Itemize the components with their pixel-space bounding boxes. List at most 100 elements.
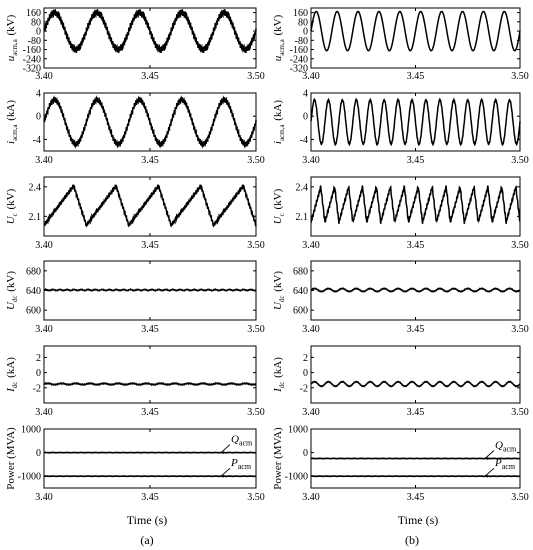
series-line bbox=[310, 380, 521, 388]
y-tick-label: -80 bbox=[295, 36, 308, 47]
x-tick-label: 3.45 bbox=[407, 492, 425, 503]
panel-a-iacm: -4 0 4 3.40 3.45 3.50 iacm,a (kA) bbox=[5, 89, 265, 167]
y-tick-label: 0 bbox=[303, 112, 308, 123]
y-axis-title: Power (MVA) bbox=[5, 427, 17, 490]
y-tick-label: 640 bbox=[293, 286, 308, 297]
plot-frame bbox=[43, 428, 257, 489]
x-tick-label: 3.40 bbox=[35, 240, 53, 251]
x-tick-label: 3.45 bbox=[407, 155, 425, 166]
panel-b-idc: -2 0 2 3.40 3.45 3.50 Idc (kA) bbox=[272, 345, 529, 418]
x-tick-label: 3.40 bbox=[35, 407, 53, 418]
caption-b: (b) bbox=[405, 533, 419, 547]
y-tick-label: 0 bbox=[303, 448, 308, 459]
y-tick-label: 2 bbox=[303, 353, 308, 364]
series-line bbox=[43, 287, 257, 292]
y-tick-label: -320 bbox=[290, 64, 308, 75]
annotation-arrow bbox=[484, 450, 495, 459]
plot-frame bbox=[310, 345, 521, 404]
y-tick-label: 2.4 bbox=[296, 182, 309, 193]
y-tick-label: 80 bbox=[298, 17, 308, 28]
x-tick-label: 3.50 bbox=[511, 240, 529, 251]
x-tick-label: 3.40 bbox=[35, 71, 53, 82]
y-axis-title: Uc (kV) bbox=[5, 188, 19, 224]
y-axis-title-unit: (kA) bbox=[5, 100, 17, 124]
y-axis-title: Idc (kA) bbox=[272, 357, 286, 393]
y-tick-label: 0 bbox=[36, 368, 41, 379]
x-tick-label: 3.50 bbox=[247, 492, 265, 503]
plot-frame bbox=[43, 176, 257, 237]
y-tick-label: 1000 bbox=[21, 425, 41, 436]
series-label-subscript: acm bbox=[238, 462, 252, 471]
x-tick-label: 3.50 bbox=[511, 71, 529, 82]
y-axis-title-symbol: u bbox=[5, 55, 17, 61]
x-tick-label: 3.40 bbox=[302, 407, 320, 418]
y-tick-label: 0 bbox=[36, 448, 41, 459]
x-tick-label: 3.40 bbox=[302, 155, 320, 166]
y-tick-label: -320 bbox=[23, 64, 41, 75]
y-tick-label: 80 bbox=[31, 17, 41, 28]
y-axis-title: uacm,a (kV) bbox=[272, 14, 286, 61]
series-label: Pacm bbox=[494, 457, 516, 471]
x-tick-label: 3.50 bbox=[511, 324, 529, 335]
y-axis-title: Idc (kA) bbox=[5, 357, 19, 393]
y-tick-label: -1000 bbox=[285, 472, 308, 483]
annotation-arrow bbox=[220, 444, 231, 453]
annotation-arrowhead bbox=[485, 457, 489, 460]
y-tick-label: -2 bbox=[33, 383, 41, 394]
x-tick-label: 3.50 bbox=[511, 407, 529, 418]
x-tick-label: 3.40 bbox=[302, 492, 320, 503]
y-tick-label: -240 bbox=[23, 54, 41, 65]
x-tick-label: 3.45 bbox=[407, 407, 425, 418]
series-line bbox=[310, 185, 521, 224]
x-tick-label: 3.50 bbox=[247, 155, 265, 166]
y-axis-title-subscript: dc bbox=[11, 382, 19, 389]
y-tick-label: 0 bbox=[303, 27, 308, 38]
panel-b-udc: 600 640 680 3.40 3.45 3.50 Udc (kV) bbox=[272, 260, 529, 335]
y-axis-title-symbol: U bbox=[5, 301, 17, 310]
y-axis-title: Uc (kV) bbox=[272, 188, 286, 224]
plot-frame bbox=[43, 7, 257, 69]
series-label-symbol: P bbox=[494, 457, 502, 469]
panel-b-iacm: -4 0 4 3.40 3.45 3.50 iacm,a (kA) bbox=[272, 89, 529, 167]
x-tick-label: 3.40 bbox=[35, 324, 53, 335]
series-line bbox=[310, 10, 521, 52]
y-axis-title-symbol: I bbox=[272, 387, 284, 393]
y-tick-label: 160 bbox=[26, 8, 41, 19]
y-tick-label: 4 bbox=[303, 89, 308, 100]
y-tick-label: 0 bbox=[36, 112, 41, 123]
y-tick-label: 2.1 bbox=[29, 212, 42, 223]
y-tick-label: -80 bbox=[28, 36, 41, 47]
panel-b-uc: 2.1 2.4 3.40 3.45 3.50 Uc (kV) bbox=[272, 176, 529, 251]
panel-a-uc: 2.1 2.4 3.40 3.45 3.50 Uc (kV) bbox=[5, 176, 265, 251]
series-label-subscript: acm bbox=[502, 462, 516, 471]
x-tick-label: 3.45 bbox=[407, 324, 425, 335]
y-tick-label: 680 bbox=[293, 266, 308, 277]
y-axis-title-unit: (kA) bbox=[5, 357, 17, 381]
series-label-subscript: acm bbox=[503, 445, 517, 454]
y-axis-title-symbol: U bbox=[5, 215, 17, 224]
x-tick-label: 3.50 bbox=[511, 155, 529, 166]
x-tick-label: 3.45 bbox=[141, 407, 159, 418]
y-axis-title-subscript: dc bbox=[278, 382, 286, 389]
y-tick-label: 4 bbox=[36, 89, 41, 100]
x-tick-label: 3.40 bbox=[35, 492, 53, 503]
y-axis-title: iacm,a (kA) bbox=[5, 100, 19, 144]
series-line bbox=[43, 184, 257, 228]
x-tick-label: 3.50 bbox=[247, 240, 265, 251]
series-line bbox=[43, 381, 257, 387]
x-tick-label: 3.45 bbox=[141, 71, 159, 82]
y-tick-label: -2 bbox=[300, 383, 308, 394]
y-axis-title: iacm,a (kA) bbox=[272, 100, 286, 144]
y-axis-title-subscript: dc bbox=[278, 295, 286, 302]
x-tick-label: 3.45 bbox=[141, 492, 159, 503]
y-axis-title-symbol: u bbox=[272, 55, 284, 61]
y-axis-title-subscript: c bbox=[278, 213, 286, 216]
x-tick-label: 3.50 bbox=[511, 492, 529, 503]
x-tick-label: 3.40 bbox=[302, 324, 320, 335]
y-axis-title-unit: (kV) bbox=[272, 14, 284, 38]
y-axis-title-unit: (kA) bbox=[272, 100, 284, 124]
y-tick-label: 2.1 bbox=[296, 212, 309, 223]
y-axis-title-subscript: c bbox=[11, 213, 19, 216]
